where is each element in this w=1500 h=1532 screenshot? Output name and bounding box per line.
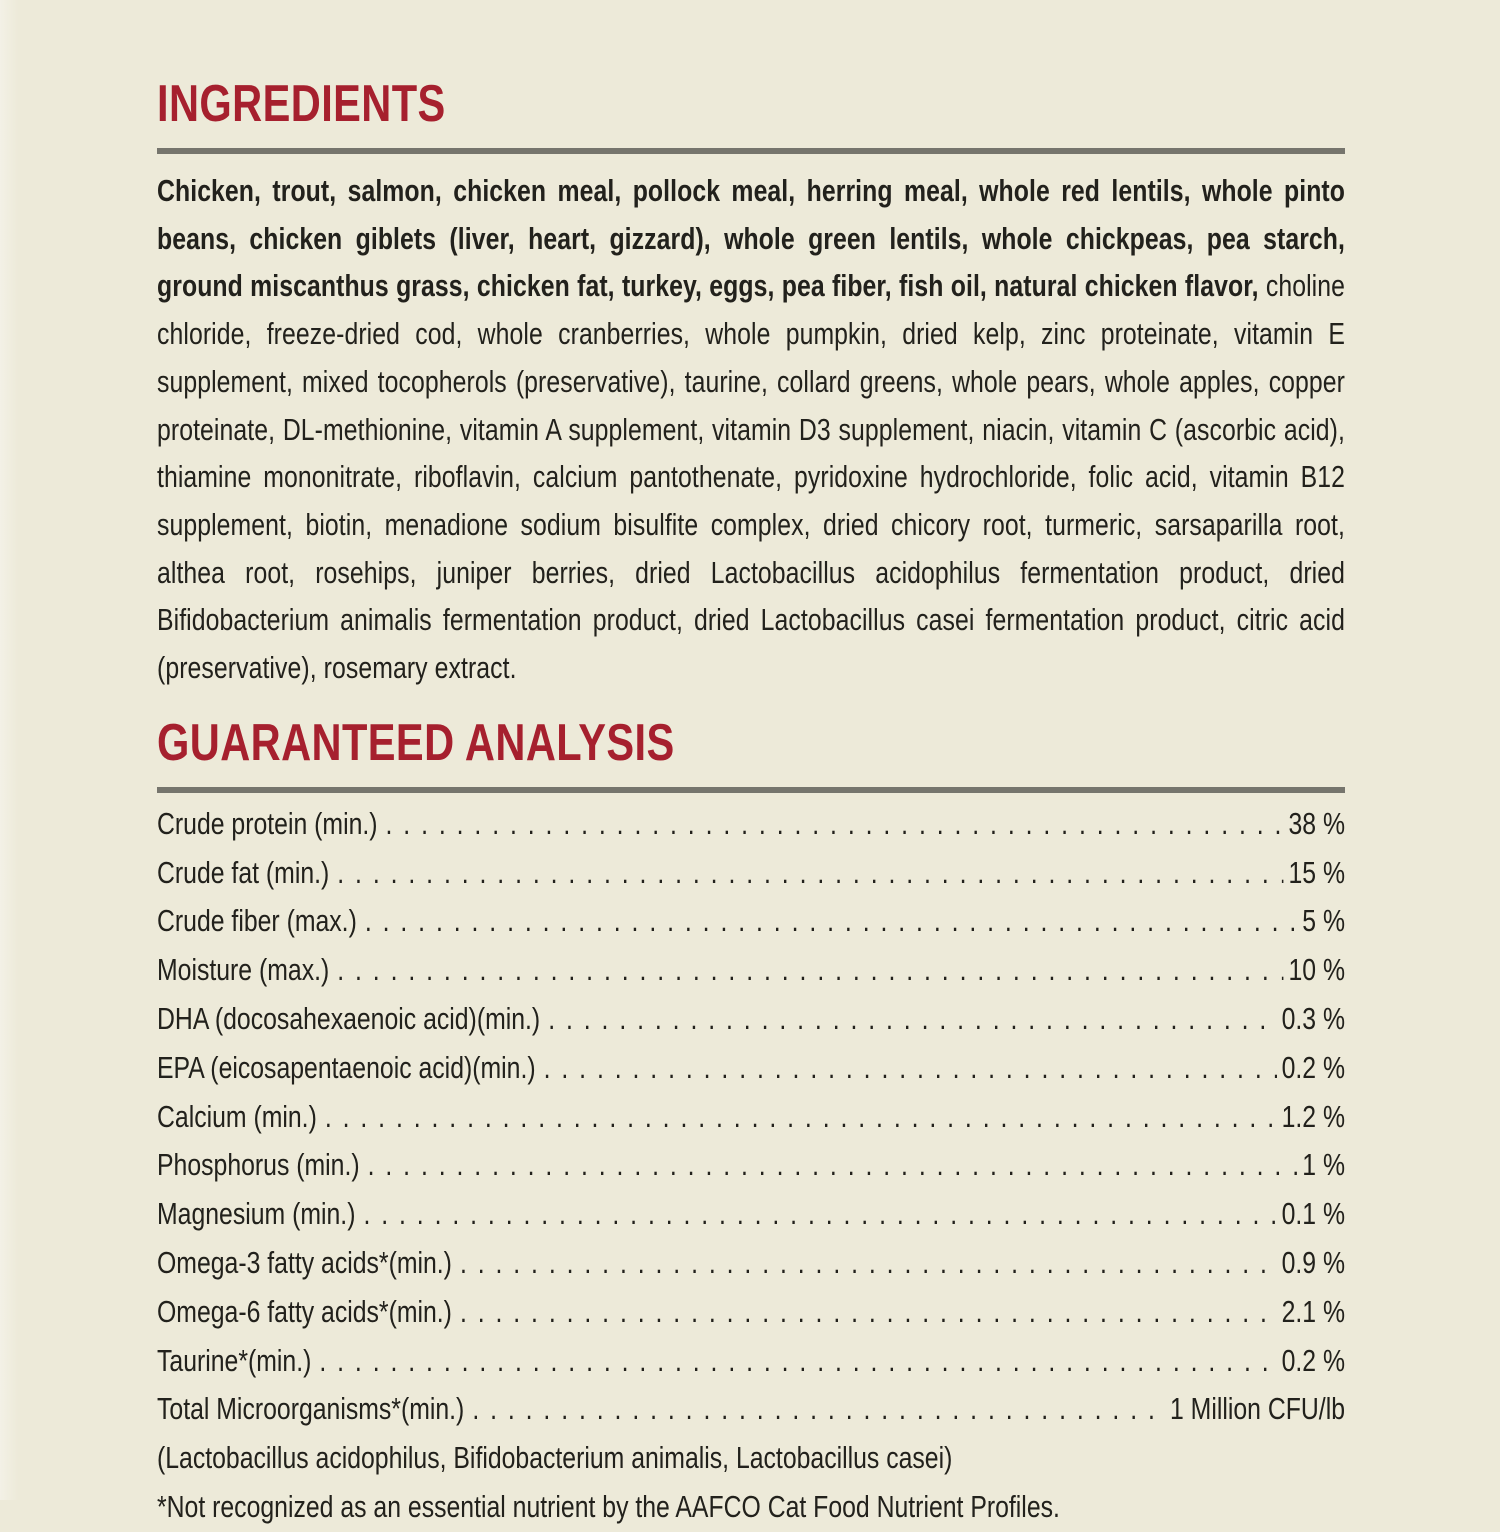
pet-food-label: INGREDIENTS Chicken, trout, salmon, chic…: [0, 0, 1500, 1500]
dot-leader: [319, 1337, 1276, 1386]
analysis-row-label: EPA (eicosapentaenoic acid)(min.): [157, 1049, 536, 1085]
analysis-row: Total Microorganisms*(min.) 1 Million CFU…: [157, 1385, 1345, 1434]
analysis-row-value: 1.2 %: [1281, 1098, 1345, 1134]
analysis-row: Crude fat (min.) 15 %: [157, 849, 1345, 898]
dot-leader: [363, 1190, 1276, 1239]
analysis-divider-rule: [157, 786, 1345, 793]
analysis-row-value: 0.3 %: [1281, 1000, 1345, 1036]
microorganisms-detail: (Lactobacillus acidophilus, Bifidobacter…: [157, 1440, 953, 1476]
analysis-row-value: 5 %: [1302, 903, 1345, 939]
analysis-row-label: Omega-6 fatty acids*(min.): [157, 1293, 452, 1329]
analysis-row-value: 0.2 %: [1281, 1342, 1345, 1378]
analysis-row-value: 1 %: [1302, 1147, 1345, 1183]
analysis-row-label: Crude fat (min.): [157, 854, 330, 890]
ingredients-paragraph: Chicken, trout, salmon, chicken meal, po…: [157, 167, 1345, 692]
analysis-row-value: 1 Million CFU/lb: [1169, 1391, 1345, 1427]
analysis-row: Phosphorus (min.) 1 %: [157, 1141, 1345, 1190]
analysis-row-value: 0.1 %: [1281, 1196, 1345, 1232]
analysis-row-value: 10 %: [1288, 952, 1345, 988]
dot-leader: [460, 1239, 1277, 1288]
dot-leader: [472, 1385, 1165, 1434]
analysis-row-value: 38 %: [1288, 805, 1345, 841]
analysis-row-label: Crude fiber (max.): [157, 903, 357, 939]
dot-leader: [544, 1044, 1277, 1093]
dot-leader: [386, 800, 1284, 849]
ingredients-divider-rule: [157, 148, 1345, 154]
guaranteed-analysis-section: GUARANTEED ANALYSIS Crude protein (min.)…: [157, 713, 1345, 1532]
analysis-row-label: Calcium (min.): [157, 1098, 317, 1134]
analysis-row: DHA (docosahexaenoic acid)(min.) 0.3 %: [157, 995, 1345, 1044]
analysis-row-value: 0.2 %: [1281, 1049, 1345, 1085]
analysis-row-label: Moisture (max.): [157, 952, 330, 988]
analysis-row: Calcium (min.) 1.2 %: [157, 1093, 1345, 1142]
analysis-row-label: DHA (docosahexaenoic acid)(min.): [157, 1000, 541, 1036]
dot-leader: [325, 1093, 1277, 1142]
analysis-row-label: Omega-3 fatty acids*(min.): [157, 1244, 452, 1280]
ingredients-secondary-list: choline chloride, freeze-dried cod, whol…: [157, 268, 1345, 686]
analysis-row: Moisture (max.) 10 %: [157, 946, 1345, 995]
analysis-row: EPA (eicosapentaenoic acid)(min.) 0.2 %: [157, 1044, 1345, 1093]
analysis-row: Magnesium (min.) 0.1 %: [157, 1190, 1345, 1239]
dot-leader: [365, 897, 1298, 946]
analysis-table: Crude protein (min.) 38 % Crude fat (min.)…: [157, 800, 1345, 1434]
analysis-row: Crude fiber (max.) 5 %: [157, 897, 1345, 946]
analysis-row-value: 0.9 %: [1281, 1244, 1345, 1280]
dot-leader: [460, 1288, 1277, 1337]
analysis-row-label: Phosphorus (min.): [157, 1147, 360, 1183]
dot-leader: [548, 995, 1277, 1044]
analysis-row-label: Total Microorganisms*(min.): [157, 1391, 465, 1427]
label-content-column: INGREDIENTS Chicken, trout, salmon, chic…: [157, 75, 1345, 1532]
dot-leader: [368, 1141, 1298, 1190]
dot-leader: [337, 946, 1283, 995]
analysis-row: Taurine*(min.) 0.2 %: [157, 1337, 1345, 1386]
ingredients-section: INGREDIENTS Chicken, trout, salmon, chic…: [157, 75, 1345, 692]
analysis-row-label: Magnesium (min.): [157, 1196, 356, 1232]
analysis-row-label: Crude protein (min.): [157, 805, 378, 841]
ingredients-primary-list: Chicken, trout, salmon, chicken meal, po…: [157, 173, 1345, 304]
analysis-row-value: 2.1 %: [1281, 1293, 1345, 1329]
analysis-row-label: Taurine*(min.): [157, 1342, 312, 1378]
analysis-row: Omega-3 fatty acids*(min.) 0.9 %: [157, 1239, 1345, 1288]
aafco-footnote: *Not recognized as an essential nutrient…: [157, 1488, 1060, 1524]
analysis-row-value: 15 %: [1288, 854, 1345, 890]
dot-leader: [337, 849, 1283, 898]
ingredients-heading: INGREDIENTS: [157, 75, 446, 133]
analysis-row: Crude protein (min.) 38 %: [157, 800, 1345, 849]
guaranteed-analysis-heading: GUARANTEED ANALYSIS: [157, 713, 675, 772]
analysis-row: Omega-6 fatty acids*(min.) 2.1 %: [157, 1288, 1345, 1337]
